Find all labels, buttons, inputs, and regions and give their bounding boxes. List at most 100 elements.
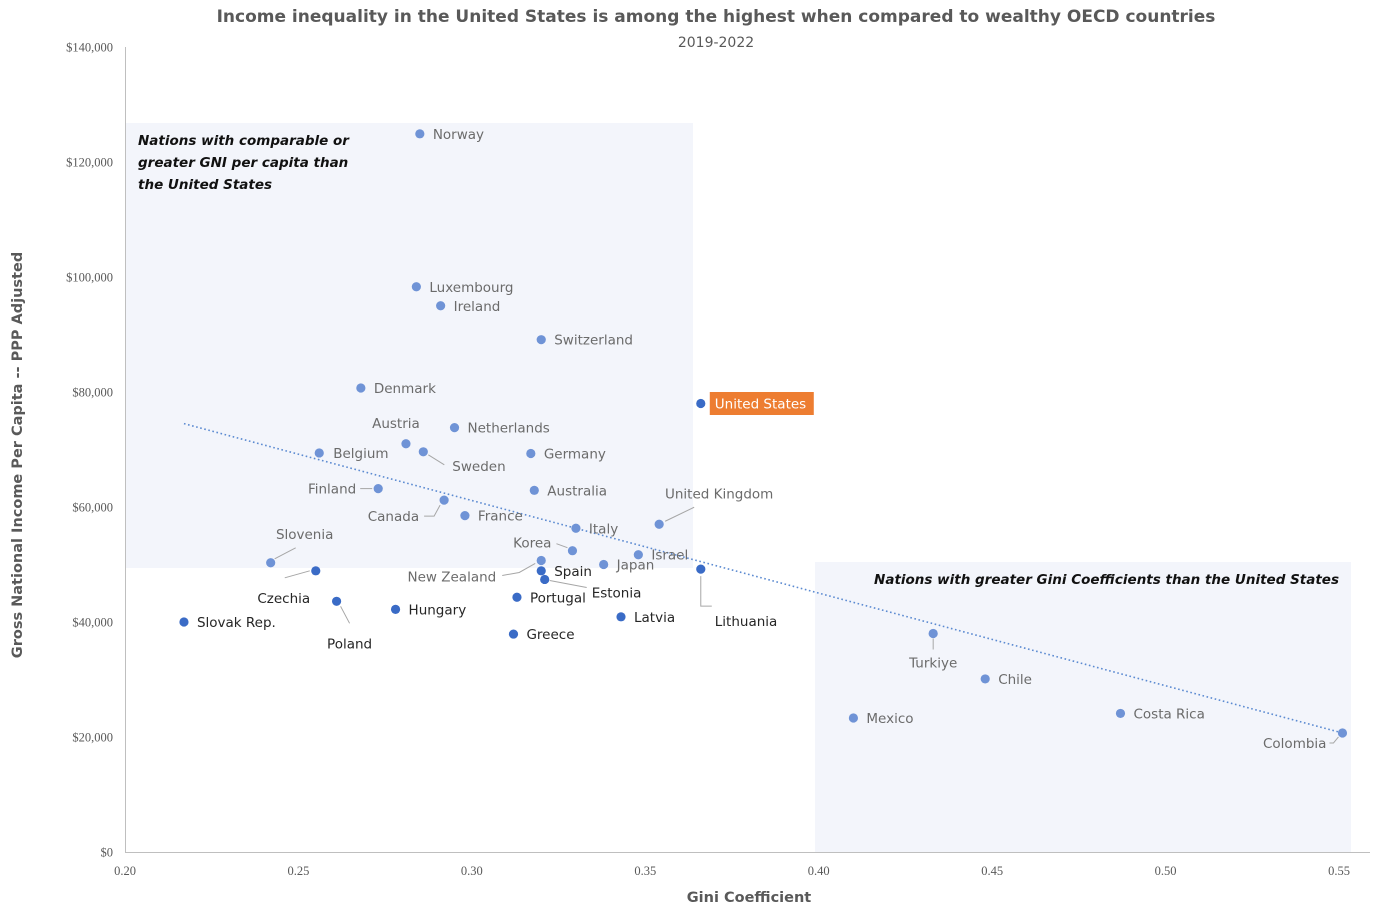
- x-tick-label: 0.55: [1328, 864, 1350, 878]
- label-belgium: Belgium: [333, 446, 388, 462]
- point-lithuania: [696, 564, 706, 574]
- label-hungary: Hungary: [409, 602, 467, 618]
- y-tick-label: $140,000: [66, 41, 113, 55]
- label-chile: Chile: [998, 672, 1032, 688]
- leader-line-czechia: [284, 570, 310, 579]
- point-denmark: [356, 383, 366, 393]
- point-slovak-rep: [179, 617, 189, 627]
- leader-line-new-zealand: [502, 563, 536, 576]
- label-denmark: Denmark: [374, 381, 436, 397]
- chart-title: Income inequality in the United States i…: [217, 7, 1216, 27]
- point-sweden: [418, 447, 428, 457]
- shade-region-high-gni: [126, 123, 693, 568]
- point-new-zealand: [536, 555, 546, 566]
- label-finland: Finland: [308, 482, 356, 498]
- point-slovenia: [266, 558, 276, 568]
- x-tick-label: 0.25: [287, 864, 309, 878]
- y-tick-label: $100,000: [66, 271, 113, 285]
- label-estonia: Estonia: [592, 585, 642, 601]
- label-germany: Germany: [544, 447, 606, 463]
- point-norway: [415, 129, 425, 139]
- leader-line-estonia: [549, 579, 587, 588]
- label-new-zealand: New Zealand: [408, 569, 497, 585]
- point-belgium: [314, 448, 324, 458]
- label-costa-rica: Costa Rica: [1133, 706, 1204, 722]
- point-chile: [980, 674, 990, 684]
- label-slovenia: Slovenia: [276, 527, 333, 543]
- y-tick-label: $20,000: [72, 731, 113, 745]
- label-australia: Australia: [547, 483, 607, 499]
- point-latvia: [616, 612, 626, 622]
- x-tick-label: 0.50: [1155, 864, 1177, 878]
- point-canada: [439, 495, 449, 505]
- point-costa-rica: [1115, 708, 1126, 719]
- point-australia: [529, 485, 539, 495]
- point-japan: [599, 559, 609, 570]
- point-austria: [401, 439, 411, 449]
- point-germany: [526, 448, 536, 459]
- point-united-kingdom: [654, 519, 664, 529]
- leader-lines: [274, 454, 1339, 744]
- shade-region-high-gini: [815, 562, 1351, 852]
- point-italy: [571, 523, 581, 533]
- leader-line-lithuania: [700, 576, 712, 607]
- chart-subtitle: 2019-2022: [678, 35, 754, 51]
- label-portugal: Portugal: [530, 590, 586, 606]
- x-tick-label: 0.40: [808, 864, 830, 878]
- label-greece: Greece: [526, 627, 574, 643]
- point-israel: [633, 550, 643, 560]
- label-austria: Austria: [372, 416, 420, 432]
- annotation-high-gini: Nations with greater Gini Coefficients t…: [874, 572, 1339, 588]
- label-united-kingdom: United Kingdom: [665, 486, 773, 502]
- point-netherlands: [449, 423, 460, 433]
- leader-line-colombia: [1329, 736, 1339, 744]
- label-canada: Canada: [368, 509, 419, 525]
- point-colombia: [1337, 728, 1348, 738]
- label-czechia: Czechia: [257, 591, 310, 607]
- x-axis-title: Gini Coefficient: [687, 890, 812, 906]
- point-finland: [373, 484, 383, 494]
- point-ireland: [436, 301, 446, 311]
- point-hungary: [390, 604, 401, 614]
- y-tick-label: $120,000: [66, 156, 113, 170]
- label-poland: Poland: [327, 636, 372, 652]
- point-estonia: [540, 574, 550, 585]
- label-switzerland: Switzerland: [554, 333, 633, 349]
- label-netherlands: Netherlands: [468, 421, 550, 437]
- label-japan: Japan: [616, 558, 655, 574]
- point-spain: [536, 566, 546, 576]
- leader-line-korea: [556, 543, 568, 549]
- label-latvia: Latvia: [634, 610, 675, 626]
- point-france: [460, 511, 470, 521]
- point-labels: Norway Luxembourg Ireland Switzerland Denmar…: [197, 127, 1327, 752]
- leader-line-canada: [424, 504, 441, 517]
- label-israel: Israel: [651, 548, 688, 564]
- point-switzerland: [536, 335, 546, 345]
- label-lithuania: Lithuania: [715, 614, 778, 630]
- leader-line-poland: [340, 606, 351, 624]
- label-united-states: United States: [715, 397, 806, 413]
- annotation-high-gni: Nations with comparable or greater GNI p…: [138, 133, 354, 193]
- x-tick-label: 0.30: [461, 864, 483, 878]
- label-slovak-rep: Slovak Rep.: [197, 615, 276, 631]
- y-tick-label: $40,000: [72, 616, 113, 630]
- x-tick-labels: 0.20 0.25 0.30 0.35 0.40 0.45 0.50 0.55: [114, 864, 1350, 878]
- label-colombia: Colombia: [1263, 736, 1326, 752]
- y-tick-labels: $0 $20,000 $40,000 $60,000 $80,000 $100,000 $1…: [66, 41, 113, 860]
- leader-line-united-kingdom: [664, 506, 695, 522]
- point-turkiye: [928, 628, 938, 639]
- label-norway: Norway: [433, 127, 484, 143]
- label-korea: Korea: [513, 536, 551, 552]
- point-portugal: [512, 592, 522, 602]
- y-axis-title: Gross National Income Per Capita -- PPP …: [10, 252, 26, 658]
- label-luxembourg: Luxembourg: [429, 280, 513, 296]
- x-tick-label: 0.35: [634, 864, 656, 878]
- point-luxembourg: [411, 282, 421, 292]
- x-tick-label: 0.20: [114, 864, 136, 878]
- point-korea: [567, 546, 578, 556]
- y-tick-label: $80,000: [72, 386, 113, 400]
- label-spain: Spain: [554, 564, 592, 580]
- data-points: [179, 129, 1348, 738]
- point-czechia: [311, 566, 321, 576]
